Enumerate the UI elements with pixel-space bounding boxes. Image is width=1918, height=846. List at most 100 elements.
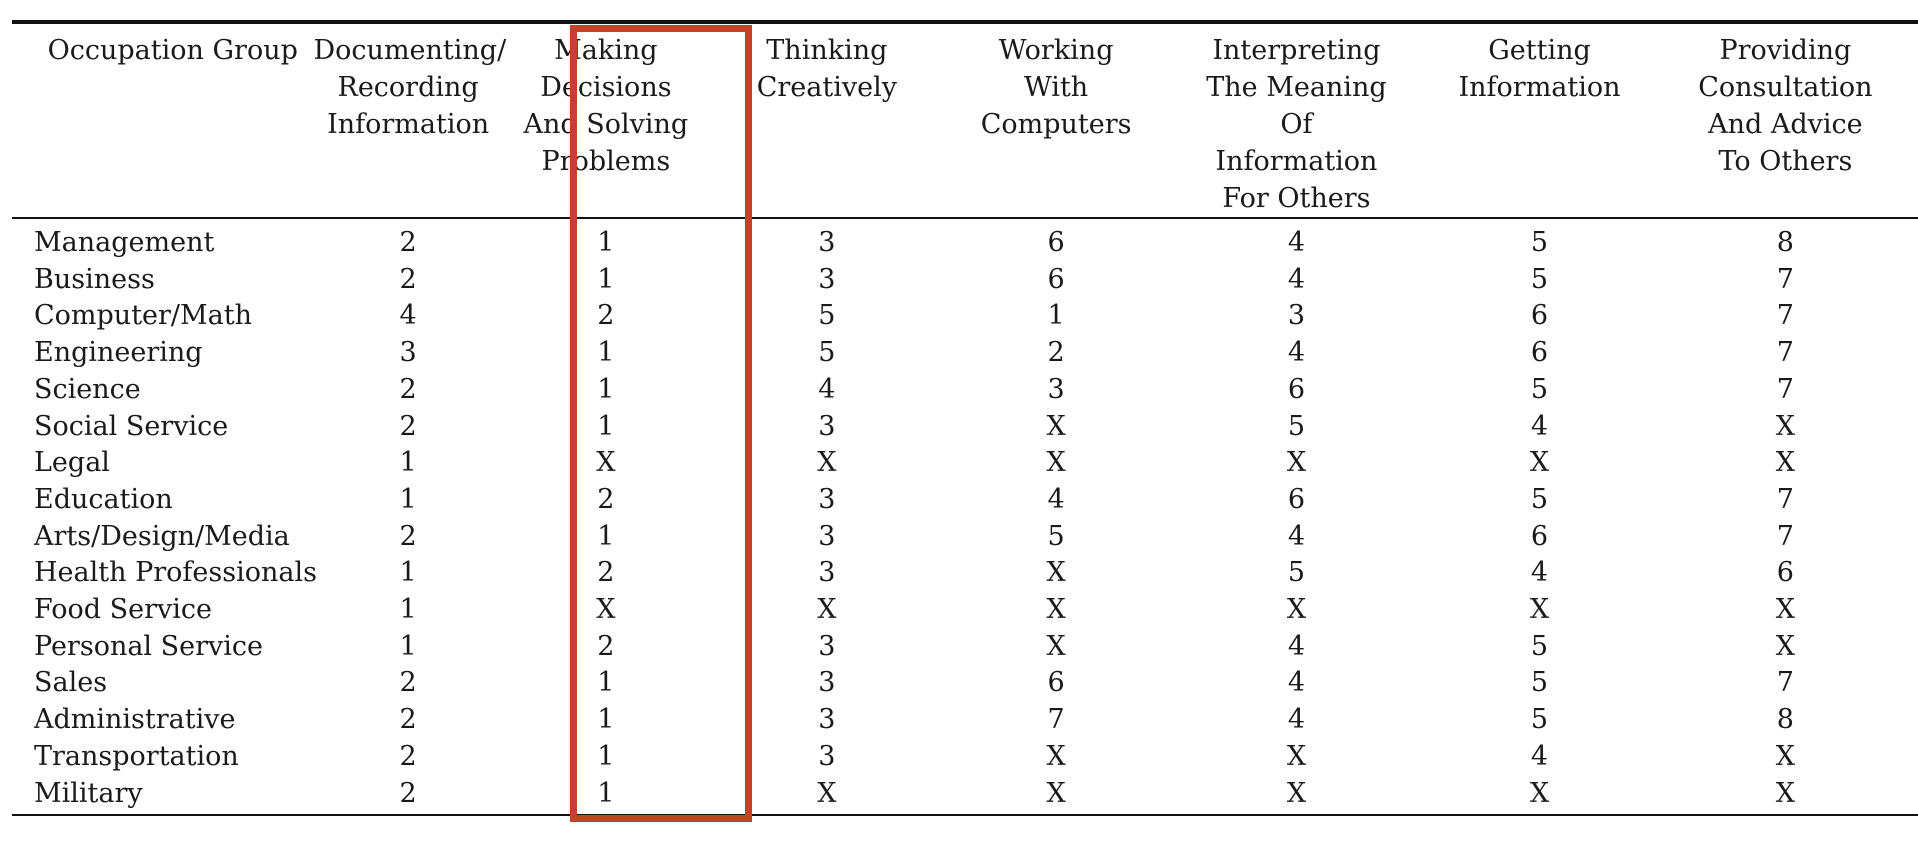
rank-cell: 3 — [818, 667, 836, 699]
table-row: Management 2 1 3 6 4 5 8 — [12, 218, 1918, 262]
header-line: Recording — [337, 72, 479, 103]
rank-cell: 1 — [597, 777, 615, 809]
rank-cell: X — [1046, 594, 1066, 626]
rank-cell: 2 — [597, 300, 615, 332]
rank-cell: 3 — [818, 740, 836, 772]
rank-cell: X — [1046, 740, 1066, 772]
rank-cell: 6 — [1530, 520, 1549, 552]
rank-cell: X — [1046, 557, 1066, 589]
rank-cell: 1 — [597, 520, 615, 552]
header-line: Interpreting — [1212, 35, 1381, 66]
header-line: For Others — [1222, 183, 1371, 214]
rank-cell: 4 — [1530, 557, 1549, 589]
rank-cell: X — [817, 447, 837, 479]
rank-cell: 2 — [399, 740, 417, 772]
rank-cell: 4 — [1287, 263, 1306, 295]
header-line: Thinking — [766, 35, 888, 66]
header-line: Documenting/ — [313, 35, 507, 66]
rank-cell: 6 — [1047, 227, 1065, 258]
rank-cell: 1 — [597, 410, 615, 442]
row-label: Personal Service — [34, 630, 264, 662]
rank-cell: 2 — [1047, 337, 1065, 369]
rank-cell: 4 — [818, 373, 836, 405]
rank-cell: 2 — [399, 704, 417, 736]
header-line: To Others — [1718, 146, 1853, 177]
rank-cell: 4 — [1287, 337, 1306, 369]
row-label: Computer/Math — [34, 300, 253, 332]
rank-cell: X — [596, 594, 616, 626]
rank-cell: X — [1286, 777, 1307, 809]
table-row: Food Service 1 X X X X X X — [12, 592, 1918, 629]
rank-cell: X — [1529, 594, 1550, 626]
rank-cell: 6 — [1287, 373, 1306, 405]
header-line: Making — [554, 35, 658, 66]
rank-cell: 3 — [818, 263, 836, 295]
rank-cell: X — [1286, 740, 1307, 772]
rank-cell: 5 — [1047, 520, 1065, 552]
rank-cell: X — [1046, 630, 1066, 662]
rank-cell: 7 — [1776, 520, 1794, 552]
rank-cell: 4 — [1287, 630, 1306, 662]
header-line: Computers — [980, 109, 1132, 140]
rank-cell: 3 — [818, 704, 836, 736]
rank-cell: X — [1775, 447, 1795, 479]
rank-cell: 3 — [399, 337, 417, 369]
rank-cell: 6 — [1047, 263, 1065, 295]
header-line: Decisions — [540, 72, 672, 103]
row-label: Administrative — [34, 704, 236, 736]
rank-cell: 4 — [399, 300, 417, 332]
rank-cell: 6 — [1776, 557, 1794, 589]
rank-cell: 5 — [1530, 483, 1549, 515]
col-header-2: Making Decisions And Solving Problems — [503, 20, 709, 219]
table-row: Health Professionals 1 2 3 X 5 4 6 — [12, 555, 1918, 592]
table-row: Transportation 2 1 3 X X 4 X — [12, 739, 1918, 776]
rank-cell: 6 — [1530, 300, 1549, 332]
rank-cell: 3 — [818, 520, 836, 552]
col-header-6: Getting Information — [1426, 20, 1653, 219]
rank-cell: 8 — [1776, 227, 1794, 258]
table-row: Education 1 2 3 4 6 5 7 — [12, 482, 1918, 519]
row-label: Education — [34, 483, 173, 515]
rank-cell: 3 — [818, 557, 836, 589]
rank-cell: X — [1529, 777, 1550, 809]
rank-cell: 1 — [597, 227, 615, 258]
header-line: Working — [998, 35, 1114, 66]
rank-cell: 1 — [399, 557, 417, 589]
rank-cell: 1 — [399, 630, 417, 662]
rank-cell: 4 — [1530, 410, 1549, 442]
rank-cell: 7 — [1776, 337, 1794, 369]
rank-cell: 1 — [597, 667, 615, 699]
rank-cell: 2 — [399, 777, 417, 809]
rank-cell: 5 — [1530, 263, 1549, 295]
rank-cell: 2 — [399, 410, 417, 442]
table-body: Management 2 1 3 6 4 5 8 Business 2 1 3 6 4 5 7 Computer… — [12, 218, 1918, 815]
col-header-4: Working With Computers — [945, 20, 1167, 219]
col-header-3: Thinking Creatively — [708, 20, 946, 219]
rank-cell: 1 — [597, 704, 615, 736]
rank-cell: 2 — [597, 557, 615, 589]
rank-cell: 2 — [597, 630, 615, 662]
table-row: Science 2 1 4 3 6 5 7 — [12, 372, 1918, 409]
row-label: Military — [34, 777, 143, 809]
col-header-1: Documenting/Recording Information — [312, 20, 507, 219]
col-header-occupation-group: Occupation Group — [12, 20, 313, 219]
header-line: Occupation Group — [47, 35, 298, 66]
rank-cell: 4 — [1530, 740, 1549, 772]
table-row: Arts/Design/Media 2 1 3 5 4 6 7 — [12, 519, 1918, 556]
rank-cell: 3 — [818, 483, 836, 515]
rank-cell: 4 — [1287, 704, 1306, 736]
header-line: Information — [327, 109, 490, 140]
table-row: Business 2 1 3 6 4 5 7 — [12, 262, 1918, 299]
rank-cell: 1 — [597, 373, 615, 405]
row-label: Social Service — [34, 410, 229, 442]
header-line: Information — [1215, 146, 1378, 177]
rank-cell: X — [1046, 777, 1066, 809]
rank-cell: 5 — [1287, 557, 1306, 589]
row-label: Food Service — [34, 594, 213, 626]
rank-cell: 7 — [1776, 263, 1794, 295]
header-line: Problems — [541, 146, 671, 177]
table-row: Personal Service 1 2 3 X 4 5 X — [12, 629, 1918, 666]
rank-cell: X — [817, 594, 837, 626]
rank-cell: X — [1286, 594, 1307, 626]
rank-cell: 5 — [818, 300, 836, 332]
